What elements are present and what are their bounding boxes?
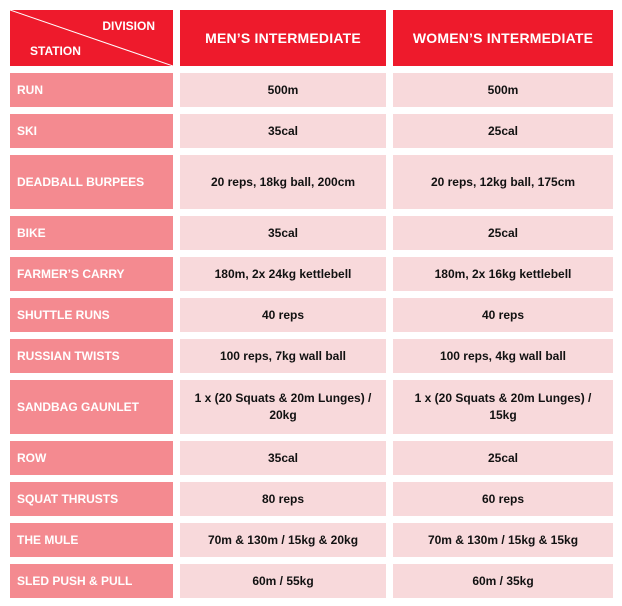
station-cell: FARMER’S CARRY xyxy=(10,257,173,291)
division-label: DIVISION xyxy=(102,19,155,33)
station-cell: BIKE xyxy=(10,216,173,250)
column-header-men: MEN’S INTERMEDIATE xyxy=(180,10,386,66)
station-cell: SQUAT THRUSTS xyxy=(10,482,173,516)
diagonal-divider xyxy=(10,10,173,66)
station-cell: SHUTTLE RUNS xyxy=(10,298,173,332)
station-cell: SLED PUSH & PULL xyxy=(10,564,173,598)
men-value-cell: 60m / 55kg xyxy=(180,564,386,598)
men-value-cell: 500m xyxy=(180,73,386,107)
men-value-cell: 35cal xyxy=(180,441,386,475)
corner-header: DIVISION STATION xyxy=(10,10,173,66)
women-value-cell: 70m & 130m / 15kg & 15kg xyxy=(393,523,613,557)
men-value-cell: 180m, 2x 24kg kettlebell xyxy=(180,257,386,291)
men-value-cell: 100 reps, 7kg wall ball xyxy=(180,339,386,373)
women-value-cell: 60 reps xyxy=(393,482,613,516)
division-table: DIVISION STATION MEN’S INTERMEDIATE WOME… xyxy=(10,10,613,598)
women-value-cell: 40 reps xyxy=(393,298,613,332)
station-cell: RUN xyxy=(10,73,173,107)
station-cell: RUSSIAN TWISTS xyxy=(10,339,173,373)
column-header-women: WOMEN’S INTERMEDIATE xyxy=(393,10,613,66)
women-value-cell: 60m / 35kg xyxy=(393,564,613,598)
men-value-cell: 35cal xyxy=(180,114,386,148)
women-value-cell: 20 reps, 12kg ball, 175cm xyxy=(393,155,613,209)
women-value-cell: 25cal xyxy=(393,441,613,475)
men-value-cell: 35cal xyxy=(180,216,386,250)
station-cell: ROW xyxy=(10,441,173,475)
women-value-cell: 100 reps, 4kg wall ball xyxy=(393,339,613,373)
station-label: STATION xyxy=(30,44,81,58)
station-cell: SANDBAG GAUNLET xyxy=(10,380,173,434)
women-value-cell: 1 x (20 Squats & 20m Lunges) / 15kg xyxy=(393,380,613,434)
men-value-cell: 40 reps xyxy=(180,298,386,332)
station-cell: SKI xyxy=(10,114,173,148)
women-value-cell: 180m, 2x 16kg kettlebell xyxy=(393,257,613,291)
men-value-cell: 1 x (20 Squats & 20m Lunges) / 20kg xyxy=(180,380,386,434)
men-value-cell: 70m & 130m / 15kg & 20kg xyxy=(180,523,386,557)
women-value-cell: 25cal xyxy=(393,216,613,250)
station-cell: DEADBALL BURPEES xyxy=(10,155,173,209)
station-cell: THE MULE xyxy=(10,523,173,557)
men-value-cell: 20 reps, 18kg ball, 200cm xyxy=(180,155,386,209)
women-value-cell: 500m xyxy=(393,73,613,107)
women-value-cell: 25cal xyxy=(393,114,613,148)
men-value-cell: 80 reps xyxy=(180,482,386,516)
